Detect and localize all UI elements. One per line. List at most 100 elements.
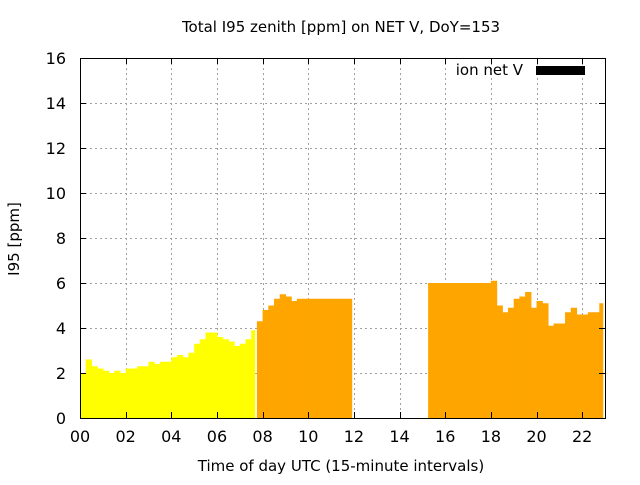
legend-label: ion net V	[456, 61, 524, 79]
x-tick-label: 14	[389, 427, 409, 446]
x-tick-labels: 00 02 04 06 08 10 12 14 16 18 20 22	[70, 427, 593, 446]
bar	[274, 298, 281, 418]
y-tick-label: 2	[56, 364, 66, 383]
bars	[80, 280, 604, 418]
bar	[85, 359, 93, 418]
bar	[547, 325, 555, 418]
bar	[519, 296, 526, 418]
bar	[251, 330, 256, 418]
bar	[216, 337, 224, 418]
bar	[211, 332, 218, 418]
y-tick-label: 12	[46, 139, 66, 158]
bar	[125, 368, 132, 418]
bar	[108, 373, 115, 418]
bar	[490, 280, 498, 418]
x-tick-label: 18	[481, 427, 501, 446]
bar	[245, 339, 252, 418]
bar	[439, 283, 446, 418]
bar	[262, 310, 269, 418]
bar	[553, 323, 560, 418]
bar	[428, 283, 435, 418]
bar	[530, 307, 538, 418]
x-tick-label: 16	[435, 427, 455, 446]
bar	[291, 301, 298, 418]
bar	[256, 321, 264, 418]
bar	[336, 298, 344, 418]
bar	[171, 357, 178, 418]
bar	[188, 352, 195, 418]
bar	[97, 368, 104, 418]
bar	[485, 283, 492, 418]
bar	[507, 307, 515, 418]
bar	[582, 314, 589, 418]
bar	[268, 305, 275, 418]
bar	[302, 298, 309, 418]
x-tick-label: 06	[207, 427, 227, 446]
bar	[177, 355, 184, 418]
bar	[462, 283, 469, 418]
y-tick-label: 6	[56, 274, 66, 293]
bar	[239, 343, 247, 418]
bar	[279, 294, 287, 418]
bar	[182, 357, 190, 418]
bar	[148, 361, 155, 418]
x-tick-label: 10	[298, 427, 318, 446]
y-tick-label: 4	[56, 319, 66, 338]
bar	[565, 312, 572, 418]
bar	[433, 283, 441, 418]
bar	[570, 307, 578, 418]
legend: ion net V	[456, 61, 585, 79]
bar	[593, 312, 600, 418]
bar	[456, 283, 463, 418]
y-tick-label: 16	[46, 49, 66, 68]
bar	[80, 373, 87, 418]
y-tick-label: 14	[46, 94, 66, 113]
bar	[114, 370, 121, 418]
bar	[194, 343, 201, 418]
bar	[331, 298, 338, 418]
x-tick-label: 04	[161, 427, 181, 446]
y-tick-label: 8	[56, 229, 66, 248]
bar	[513, 298, 521, 418]
x-tick-label: 22	[572, 427, 592, 446]
y-tick-labels: 0 2 4 6 8 10 12 14 16	[46, 49, 66, 428]
bar	[205, 332, 212, 418]
bar	[325, 298, 332, 418]
bar	[285, 296, 292, 418]
bar	[496, 305, 503, 418]
bar	[308, 298, 315, 418]
bar	[313, 298, 321, 418]
x-tick-label: 00	[70, 427, 90, 446]
bar	[445, 283, 452, 418]
bar	[296, 298, 304, 418]
bar	[154, 364, 161, 418]
bar	[342, 298, 349, 418]
bar	[228, 341, 235, 418]
y-tick-label: 0	[56, 409, 66, 428]
x-tick-label: 12	[344, 427, 364, 446]
x-axis-label: Time of day UTC (15-minute intervals)	[197, 457, 484, 475]
bar	[468, 283, 475, 418]
bar	[137, 366, 144, 418]
bar	[165, 361, 172, 418]
bar	[348, 298, 353, 418]
bar	[91, 366, 98, 418]
bar	[542, 303, 549, 418]
bar	[576, 314, 583, 418]
bar	[559, 323, 566, 418]
bar	[525, 292, 532, 418]
ticks	[80, 58, 605, 419]
y-axis-label: I95 [ppm]	[5, 202, 23, 276]
bar	[536, 301, 543, 418]
bar	[159, 361, 167, 418]
bar	[450, 283, 458, 418]
x-tick-label: 08	[252, 427, 272, 446]
bar	[319, 298, 326, 418]
bar	[199, 339, 207, 418]
bar	[131, 368, 138, 418]
bar	[234, 346, 241, 418]
legend-swatch	[536, 66, 585, 75]
bar	[587, 312, 595, 418]
